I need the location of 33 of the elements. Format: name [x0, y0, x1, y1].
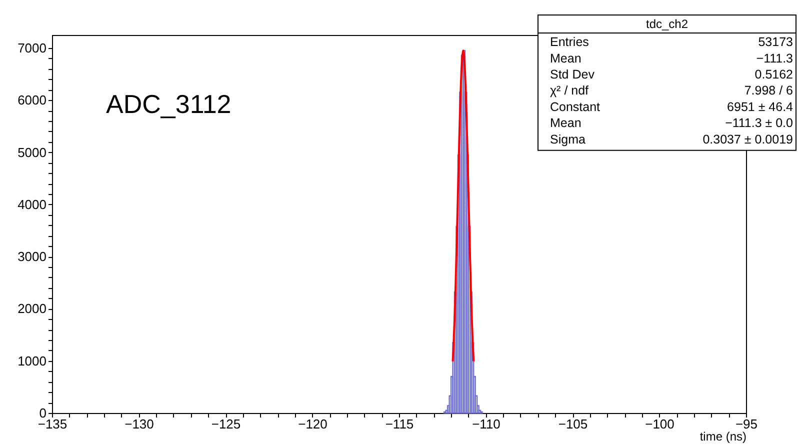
line-series [452, 50, 475, 362]
y-tick-label: 2000 [18, 301, 46, 316]
x-tick-label: −105 [558, 416, 588, 432]
x-axis-title: time (ns) [700, 430, 746, 444]
y-tick-label: 7000 [18, 40, 46, 56]
annotation: 0.3037 ± 0.0019 [702, 132, 794, 146]
x-tick-label: −125 [211, 416, 241, 432]
text: −111.3 [756, 51, 794, 66]
annotation: Mean [550, 116, 582, 130]
text: 53173 [758, 35, 794, 50]
annotation: Std Dev [550, 68, 596, 82]
y-tick-label: 4000 [18, 196, 46, 212]
annotation: −111.3 ± 0.0 [725, 116, 794, 130]
x-tick-label: −115 [385, 416, 414, 432]
annotation: Sigma [550, 132, 586, 146]
text: 0.5162 [754, 68, 794, 82]
annotation: Entries [550, 35, 589, 50]
y-tick-label: 1000 [18, 353, 46, 368]
y-tick-label: 3000 [18, 249, 46, 264]
x-tick-label: −130 [124, 416, 154, 432]
annotation: ADC_3112 [106, 89, 232, 119]
annotation: Constant [550, 100, 601, 114]
y-tick-label: 5000 [18, 144, 46, 160]
text: tdc_ch2 [646, 17, 688, 31]
x-tick-label: −95 [735, 416, 758, 432]
y-tick-label: 6000 [18, 92, 46, 108]
x-tick-label: −110 [472, 416, 500, 432]
annotation: 6951 ± 46.4 [727, 100, 794, 114]
annotation: 7.998 / 6 [744, 84, 794, 98]
x-tick-label: −100 [645, 416, 674, 432]
x-tick-label: −120 [298, 416, 328, 432]
annotation: χ² / ndf [550, 84, 590, 98]
annotation: Mean [550, 51, 582, 66]
